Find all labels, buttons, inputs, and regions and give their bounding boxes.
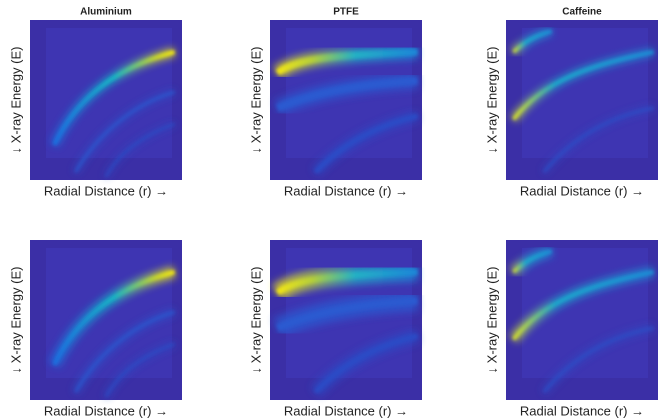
intensity-ridge [52,50,175,146]
y-axis-label: ↓ X-ray Energy (E) [484,267,499,374]
x-axis-label: Radial Distance (r) → [520,403,644,418]
intensity-ridge [105,343,175,398]
y-axis-label: ↓ X-ray Energy (E) [248,47,263,154]
panel: Radial Distance (r) → ↓ X-ray Energy (E) [484,240,658,418]
detector-area [46,248,172,378]
intensity-ridge [275,48,418,76]
intensity-ridge [543,106,654,173]
panel-title: Aluminium [80,7,132,18]
intensity-ridge [543,326,654,393]
y-axis-label: ↓ X-ray Energy (E) [484,47,499,154]
panel-title: Caffeine [562,7,602,18]
x-axis-label: Radial Distance (r) → [284,183,408,198]
intensity-ridge [276,297,418,332]
intensity-ridge [313,113,418,174]
y-axis-label: ↓ X-ray Energy (E) [8,47,23,154]
intensity-ridge [313,333,418,394]
detector-area [46,28,172,158]
intensity-ridge [275,268,418,296]
y-axis-label: ↓ X-ray Energy (E) [8,267,23,374]
panel: Radial Distance (r) → ↓ X-ray Energy (E) [248,240,422,418]
panel: Caffeine Radial Distance (r) → ↓ X-ray Ene… [484,7,658,198]
intensity-ridge [276,77,418,112]
x-axis-label: Radial Distance (r) → [44,183,168,198]
intensity-ridge [512,270,654,341]
x-axis-label: Radial Distance (r) → [44,403,168,418]
panel: PTFE Radial Distance (r) → ↓ X-ray Energy … [248,7,422,198]
intensity-ridge [512,249,553,274]
intensity-ridge [52,270,175,366]
intensity-ridge [105,123,175,178]
intensity-ridge [74,310,175,393]
y-axis-label: ↓ X-ray Energy (E) [248,267,263,374]
panel: Radial Distance (r) → ↓ X-ray Energy (E) [8,240,182,418]
x-axis-label: Radial Distance (r) → [284,403,408,418]
intensity-ridge [512,50,654,121]
intensity-ridge [512,29,553,54]
intensity-ridge [74,90,175,173]
panel-title: PTFE [333,7,359,18]
panel: Aluminium Radial Distance (r) → ↓ X-ray En… [8,7,182,198]
x-axis-label: Radial Distance (r) → [520,183,644,198]
